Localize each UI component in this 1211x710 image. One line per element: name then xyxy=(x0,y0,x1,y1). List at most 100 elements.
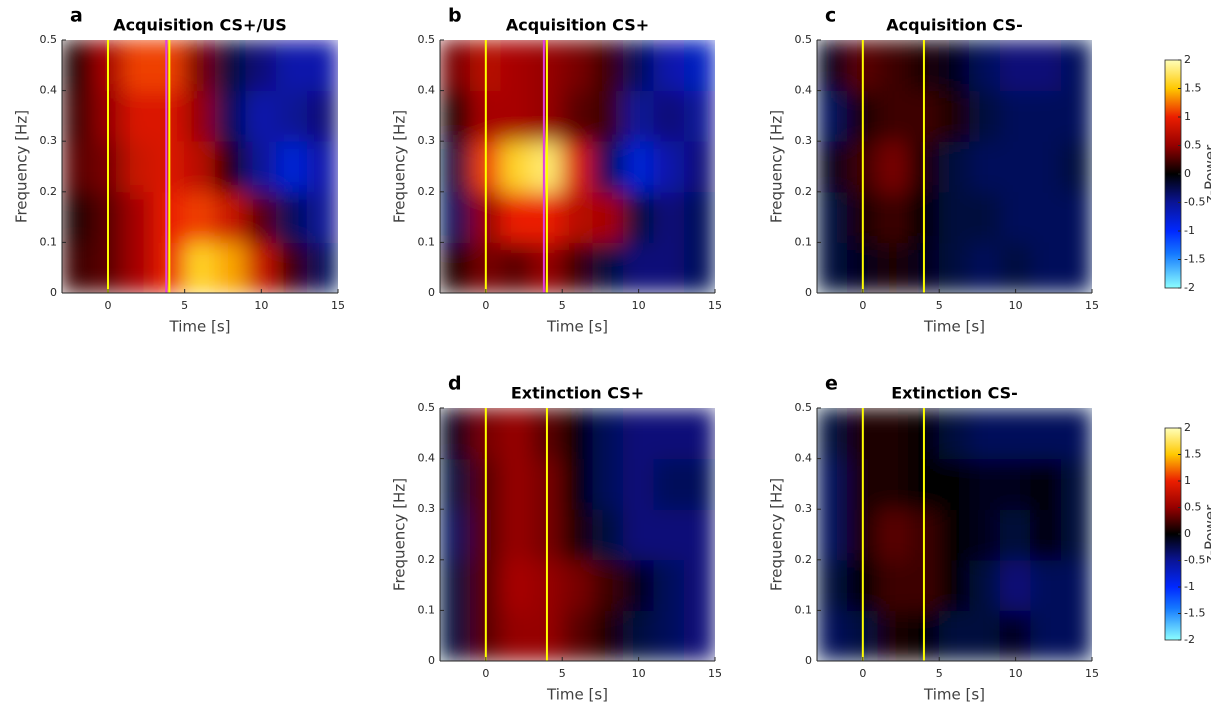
heatmap-cell xyxy=(246,40,278,92)
x-tick-label: 15 xyxy=(331,299,345,312)
heatmap-cell xyxy=(440,90,472,142)
heatmap-cell xyxy=(123,191,155,243)
heatmap-cell xyxy=(1061,242,1093,294)
heatmap-cell xyxy=(653,408,685,460)
heatmap-cell xyxy=(562,40,594,92)
heatmap-cell xyxy=(501,141,533,193)
y-tick-label: 0.3 xyxy=(40,134,58,147)
heatmap-cell xyxy=(123,90,155,142)
y-tick-label: 0.1 xyxy=(795,235,813,248)
heatmap-cell xyxy=(969,408,1001,460)
colorbar-tick-label: 1 xyxy=(1184,110,1191,123)
y-tick-label: 0.1 xyxy=(40,235,58,248)
heatmap-cell xyxy=(939,610,971,662)
heatmap-area xyxy=(817,408,1093,662)
x-tick-label: 0 xyxy=(482,667,489,680)
heatmap-cell xyxy=(562,242,594,294)
heatmap-cell xyxy=(215,141,247,193)
y-tick-label: 0 xyxy=(805,286,812,299)
heatmap-cell xyxy=(939,40,971,92)
y-tick-label: 0.3 xyxy=(418,134,436,147)
heatmap-cell xyxy=(184,191,216,243)
heatmap-cell xyxy=(969,559,1001,611)
heatmap-cell xyxy=(623,141,655,193)
heatmap-cell xyxy=(501,559,533,611)
heatmap-cell xyxy=(939,90,971,142)
x-tick-label: 5 xyxy=(181,299,188,312)
heatmap-cell xyxy=(123,242,155,294)
chart-title: Extinction CS+ xyxy=(511,384,644,403)
heatmap-cell xyxy=(215,90,247,142)
x-tick-label: 10 xyxy=(1009,299,1023,312)
y-tick-label: 0.5 xyxy=(40,33,58,46)
heatmap-cell xyxy=(653,509,685,561)
heatmap-cell xyxy=(307,242,339,294)
heatmap-cell xyxy=(684,90,716,142)
heatmap-cell xyxy=(1030,191,1062,243)
heatmap-cell xyxy=(501,408,533,460)
heatmap-cell xyxy=(969,242,1001,294)
y-tick-label: 0.4 xyxy=(40,84,58,97)
heatmap-cell xyxy=(684,610,716,662)
colorbar-tick-label: 1.5 xyxy=(1184,448,1202,461)
colorbar-tick-label: 2 xyxy=(1184,421,1191,434)
heatmap-cell xyxy=(592,40,624,92)
heatmap-cell xyxy=(501,40,533,92)
heatmap-cell xyxy=(1030,509,1062,561)
heatmap-cell xyxy=(878,90,910,142)
x-tick-label: 15 xyxy=(1085,299,1099,312)
chart-title: Acquisition CS+/US xyxy=(113,16,287,35)
heatmap-cell xyxy=(123,141,155,193)
heatmap-cell xyxy=(1061,509,1093,561)
heatmap-cell xyxy=(1061,559,1093,611)
colorbar-tick-label: 0 xyxy=(1184,527,1191,540)
x-tick-label: 0 xyxy=(859,299,866,312)
heatmap-cell xyxy=(440,509,472,561)
colorbar: -2-1.5-1-0.500.511.52z-Power xyxy=(1165,53,1211,294)
heatmap-cell xyxy=(307,90,339,142)
panel-label: a xyxy=(70,5,83,27)
heatmap-cell xyxy=(440,559,472,611)
heatmap-cell xyxy=(562,559,594,611)
x-axis-label: Time [s] xyxy=(546,318,608,336)
y-axis-label: Frequency [Hz] xyxy=(13,110,31,223)
heatmap-cell xyxy=(62,242,94,294)
heatmap-cell xyxy=(440,610,472,662)
heatmap-cell xyxy=(623,408,655,460)
heatmap-cell xyxy=(246,90,278,142)
chart-title: Acquisition CS+ xyxy=(506,16,649,35)
heatmap-cell xyxy=(939,458,971,510)
y-tick-label: 0.4 xyxy=(418,84,436,97)
heatmap-cell xyxy=(1061,90,1093,142)
heatmap-cell xyxy=(562,90,594,142)
heatmap-cell xyxy=(1000,509,1032,561)
y-tick-label: 0.3 xyxy=(795,134,813,147)
colorbar-tick-label: -2 xyxy=(1184,281,1195,294)
x-tick-label: 5 xyxy=(936,299,943,312)
x-tick-label: 5 xyxy=(936,667,943,680)
y-tick-label: 0.4 xyxy=(418,452,436,465)
x-tick-label: 0 xyxy=(859,667,866,680)
heatmap-cell xyxy=(1061,191,1093,243)
heatmap-cell xyxy=(276,141,308,193)
heatmap-cell xyxy=(684,509,716,561)
heatmap-cell xyxy=(623,191,655,243)
heatmap-cell xyxy=(1061,141,1093,193)
heatmap-cell xyxy=(653,242,685,294)
heatmap-cell xyxy=(123,40,155,92)
x-tick-label: 5 xyxy=(559,667,566,680)
heatmap-cell xyxy=(684,559,716,611)
heatmap-cell xyxy=(653,90,685,142)
colorbar-tick-label: -1 xyxy=(1184,224,1195,237)
heatmap-cell xyxy=(592,559,624,611)
heatmap-cell xyxy=(653,458,685,510)
heatmap-cell xyxy=(969,458,1001,510)
heatmap-cells xyxy=(817,40,1093,294)
heatmap-cell xyxy=(684,141,716,193)
colorbar-tick-label: 0.5 xyxy=(1184,139,1202,152)
heatmap-cell xyxy=(817,90,849,142)
heatmap-cell xyxy=(969,509,1001,561)
heatmap-cell xyxy=(62,90,94,142)
y-axis-label: Frequency [Hz] xyxy=(768,478,786,591)
heatmap-cell xyxy=(623,40,655,92)
